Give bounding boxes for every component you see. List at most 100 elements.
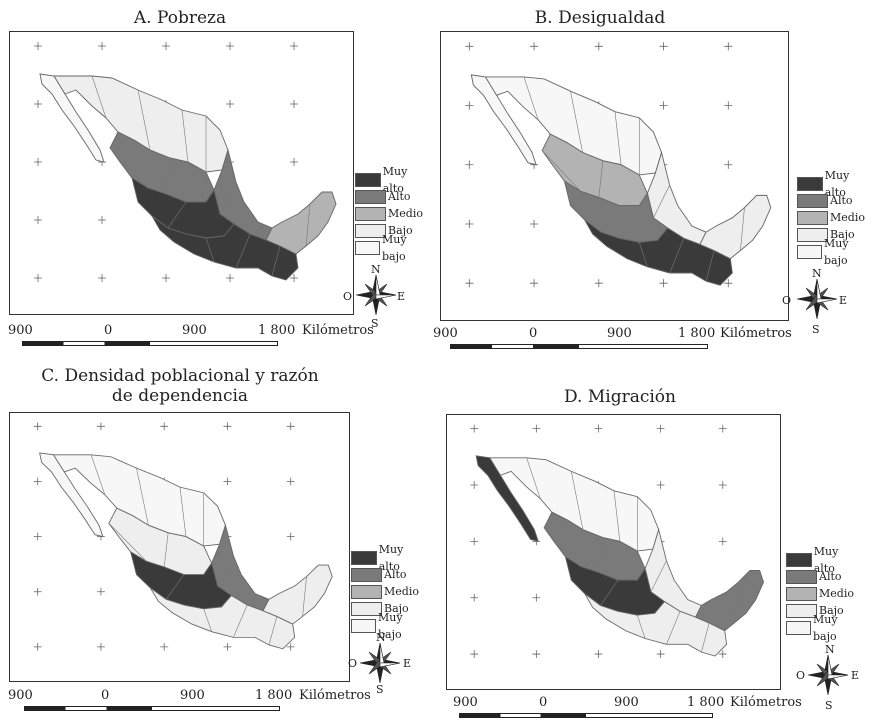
- legend-item-muy-alto: Muy alto: [355, 165, 423, 195]
- state-border: [165, 574, 185, 600]
- swatch: [355, 172, 381, 187]
- grid-cross: [594, 279, 603, 288]
- grid-cross: [594, 424, 603, 433]
- swatch: [351, 550, 377, 565]
- compass-rose-icon: N O E S: [782, 267, 847, 336]
- state-border: [650, 560, 667, 593]
- grid-cross: [33, 477, 42, 486]
- grid-cross: [530, 279, 539, 288]
- scale-tick-1800: 1 800: [258, 323, 296, 338]
- state-border: [305, 203, 311, 247]
- map-frame: [9, 412, 350, 682]
- grid-cross: [286, 422, 295, 431]
- scale-tick: 900: [607, 326, 632, 341]
- state-border: [271, 245, 281, 277]
- compass-rose-icon: N O E S: [348, 631, 412, 696]
- scale-bar-graphic: [22, 341, 278, 346]
- state-border: [217, 555, 234, 587]
- legend-label: Muy bajo: [812, 612, 838, 643]
- grid-cross: [470, 650, 479, 658]
- state-border: [90, 454, 106, 495]
- state-border: [91, 75, 107, 119]
- legend: Muy alto Alto Medio Bajo Muy bajo: [355, 165, 423, 263]
- swatch: [351, 567, 382, 582]
- state-border: [571, 471, 584, 530]
- state-border: [740, 207, 745, 251]
- grid-cross: [286, 643, 295, 651]
- legend-label: Alto: [819, 570, 842, 583]
- state-border: [233, 604, 248, 638]
- scale-tick: 0: [104, 323, 113, 338]
- compass-e: E: [397, 290, 406, 303]
- grid-cross: [162, 42, 170, 50]
- state-border: [600, 580, 619, 606]
- legend-item-bajo: Bajo: [797, 226, 865, 243]
- compass-point: [375, 294, 397, 300]
- grid-cross: [96, 587, 105, 596]
- grid-cross: [659, 279, 668, 288]
- grid-cross: [718, 537, 727, 546]
- grid-cross: [286, 532, 295, 541]
- map-mexico: [470, 424, 765, 658]
- grid-cross: [724, 279, 733, 288]
- swatch: [355, 189, 386, 204]
- state-border: [600, 205, 620, 233]
- compass-w: O: [348, 657, 358, 670]
- grid-cross: [160, 643, 169, 651]
- region-yucatan: [699, 194, 772, 260]
- scale-tick: 900: [8, 323, 33, 338]
- swatch: [797, 210, 828, 225]
- state-border: [526, 457, 541, 499]
- region-baja: [470, 74, 537, 166]
- scale-tick: 900: [453, 695, 478, 710]
- state-border: [598, 160, 604, 198]
- legend-item-muy-alto: Muy alto: [786, 545, 854, 575]
- legend-label: Alto: [384, 568, 407, 581]
- compass-rose-icon: [359, 642, 401, 684]
- compass-s: S: [825, 699, 833, 712]
- legend-item-muy-bajo: Muy bajo: [786, 613, 854, 643]
- grid-cross: [465, 42, 474, 51]
- state-border: [734, 582, 739, 623]
- swatch: [355, 240, 380, 255]
- panel-title: B. Desigualdad: [534, 8, 666, 28]
- state-border: [167, 201, 187, 229]
- grid-cross: [659, 42, 668, 51]
- compass-rose-icon: [807, 654, 849, 696]
- grid-cross: [659, 101, 668, 110]
- grid-cross: [226, 42, 234, 50]
- region-baja: [39, 73, 105, 163]
- swatch: [797, 244, 822, 259]
- swatch: [355, 206, 386, 221]
- scale-tick: 0: [101, 688, 110, 703]
- grid-cross: [532, 650, 541, 658]
- region-yucatan: [262, 564, 333, 625]
- region-baja: [475, 455, 539, 542]
- map-frame: [9, 31, 354, 315]
- grid-cross: [98, 274, 106, 282]
- scale-tick: 900: [614, 695, 639, 710]
- swatch: [797, 227, 828, 242]
- compass-n: N: [812, 267, 822, 280]
- compass-s: S: [812, 323, 820, 336]
- legend-label: Alto: [388, 190, 411, 203]
- legend-label: Muy alto: [824, 168, 850, 199]
- map-mexico: [34, 42, 337, 282]
- grid-cross: [34, 100, 42, 108]
- legend-label: Muy bajo: [823, 236, 849, 267]
- swatch: [786, 620, 811, 635]
- grid-cross: [724, 101, 733, 110]
- legend-label: Medio: [384, 585, 419, 598]
- scale-bar: 900 0 900 1 800 Kilómetros: [441, 695, 841, 725]
- state-border: [666, 611, 681, 645]
- state-border: [570, 91, 583, 153]
- compass-s: S: [371, 317, 379, 330]
- legend-label: Medio: [388, 207, 423, 220]
- compass-point: [816, 278, 822, 300]
- region-yucatan: [265, 191, 337, 255]
- legend: Muy alto Alto Medio Bajo Muy bajo: [351, 543, 419, 641]
- scale-tick: 900: [182, 323, 207, 338]
- compass-e: E: [403, 657, 412, 670]
- swatch: [797, 193, 828, 208]
- state-border: [523, 76, 539, 120]
